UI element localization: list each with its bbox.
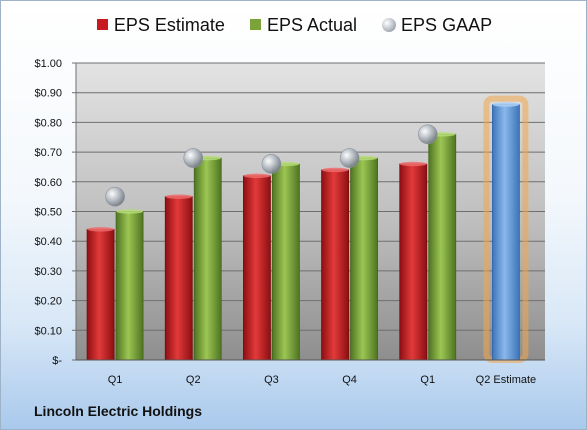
x-tick-label: Q2 [186, 374, 201, 386]
y-axis: $- $0.10 $0.20 $0.30 $0.40 $0.50 $0.60 $0.70 $0.… [34, 58, 77, 367]
eps-estimate-bar [243, 175, 271, 361]
q2-estimate-bar [492, 104, 520, 361]
y-tick-label: $0.70 [34, 147, 62, 159]
y-tick-label: $0.10 [34, 325, 62, 337]
x-tick-label: Q4 [342, 374, 357, 386]
eps-gaap-marker [417, 124, 438, 145]
legend-label-eps-gaap: EPS GAAP [401, 15, 493, 35]
y-tick-label: $0.90 [34, 88, 62, 100]
y-tick-label: $0.80 [34, 117, 62, 129]
eps-gaap-marker [339, 148, 360, 168]
eps-actual-bar [193, 157, 222, 361]
x-axis: Q1 Q2 Q3 Q4 Q1 Q2 Estimate [76, 359, 545, 386]
eps-estimate-bar [164, 196, 193, 361]
y-tick-label: $0.50 [34, 207, 62, 219]
q2-estimate-bar-top [492, 102, 520, 107]
eps-actual-bar-top [116, 209, 144, 214]
y-tick-label: $0.40 [34, 236, 62, 248]
legend-label-eps-actual: EPS Actual [266, 15, 358, 35]
eps-actual-bar [272, 163, 300, 361]
x-tick-label: Q3 [264, 374, 279, 386]
eps-gaap-marker [183, 148, 204, 168]
eps-actual-bar [428, 133, 457, 361]
legend-label-eps-estimate: EPS Estimate [113, 15, 225, 35]
legend-item-eps-estimate: EPS Estimate [96, 15, 225, 36]
eps-estimate-bar-top [87, 227, 115, 232]
eps-estimate-bar-top [165, 194, 193, 199]
eps-estimate-bar-top [399, 161, 427, 167]
eps-estimate-bar-top [243, 173, 271, 179]
y-tick-label: $1.00 [34, 58, 62, 70]
legend-swatch-eps-actual [249, 19, 261, 30]
x-tick-label: Q1 [420, 374, 435, 386]
y-tick-label: $0.60 [34, 177, 62, 189]
legend-item-eps-gaap: EPS GAAP [382, 15, 492, 36]
eps-estimate-bar [86, 228, 115, 361]
y-tick-label: $- [52, 355, 62, 367]
y-tick-label: $0.30 [34, 266, 62, 278]
legend: EPS Estimate EPS Actual EPS GAAP [1, 15, 586, 36]
eps-estimate-bar [399, 163, 428, 361]
eps-actual-bar [115, 211, 144, 361]
eps-gaap-marker [261, 154, 282, 174]
x-tick-label: Q1 [108, 374, 123, 386]
y-tick-label: $0.20 [34, 296, 62, 308]
eps-estimate-bar-top [321, 167, 349, 173]
legend-swatch-eps-estimate [96, 19, 108, 30]
legend-marker-eps-gaap [382, 18, 397, 32]
eps-gaap-marker [105, 186, 125, 207]
company-name: Lincoln Electric Holdings [34, 403, 203, 419]
eps-actual-bar [350, 157, 378, 361]
x-tick-label: Q2 Estimate [476, 374, 537, 386]
legend-item-eps-actual: EPS Actual [249, 15, 358, 36]
eps-estimate-bar [321, 169, 349, 361]
